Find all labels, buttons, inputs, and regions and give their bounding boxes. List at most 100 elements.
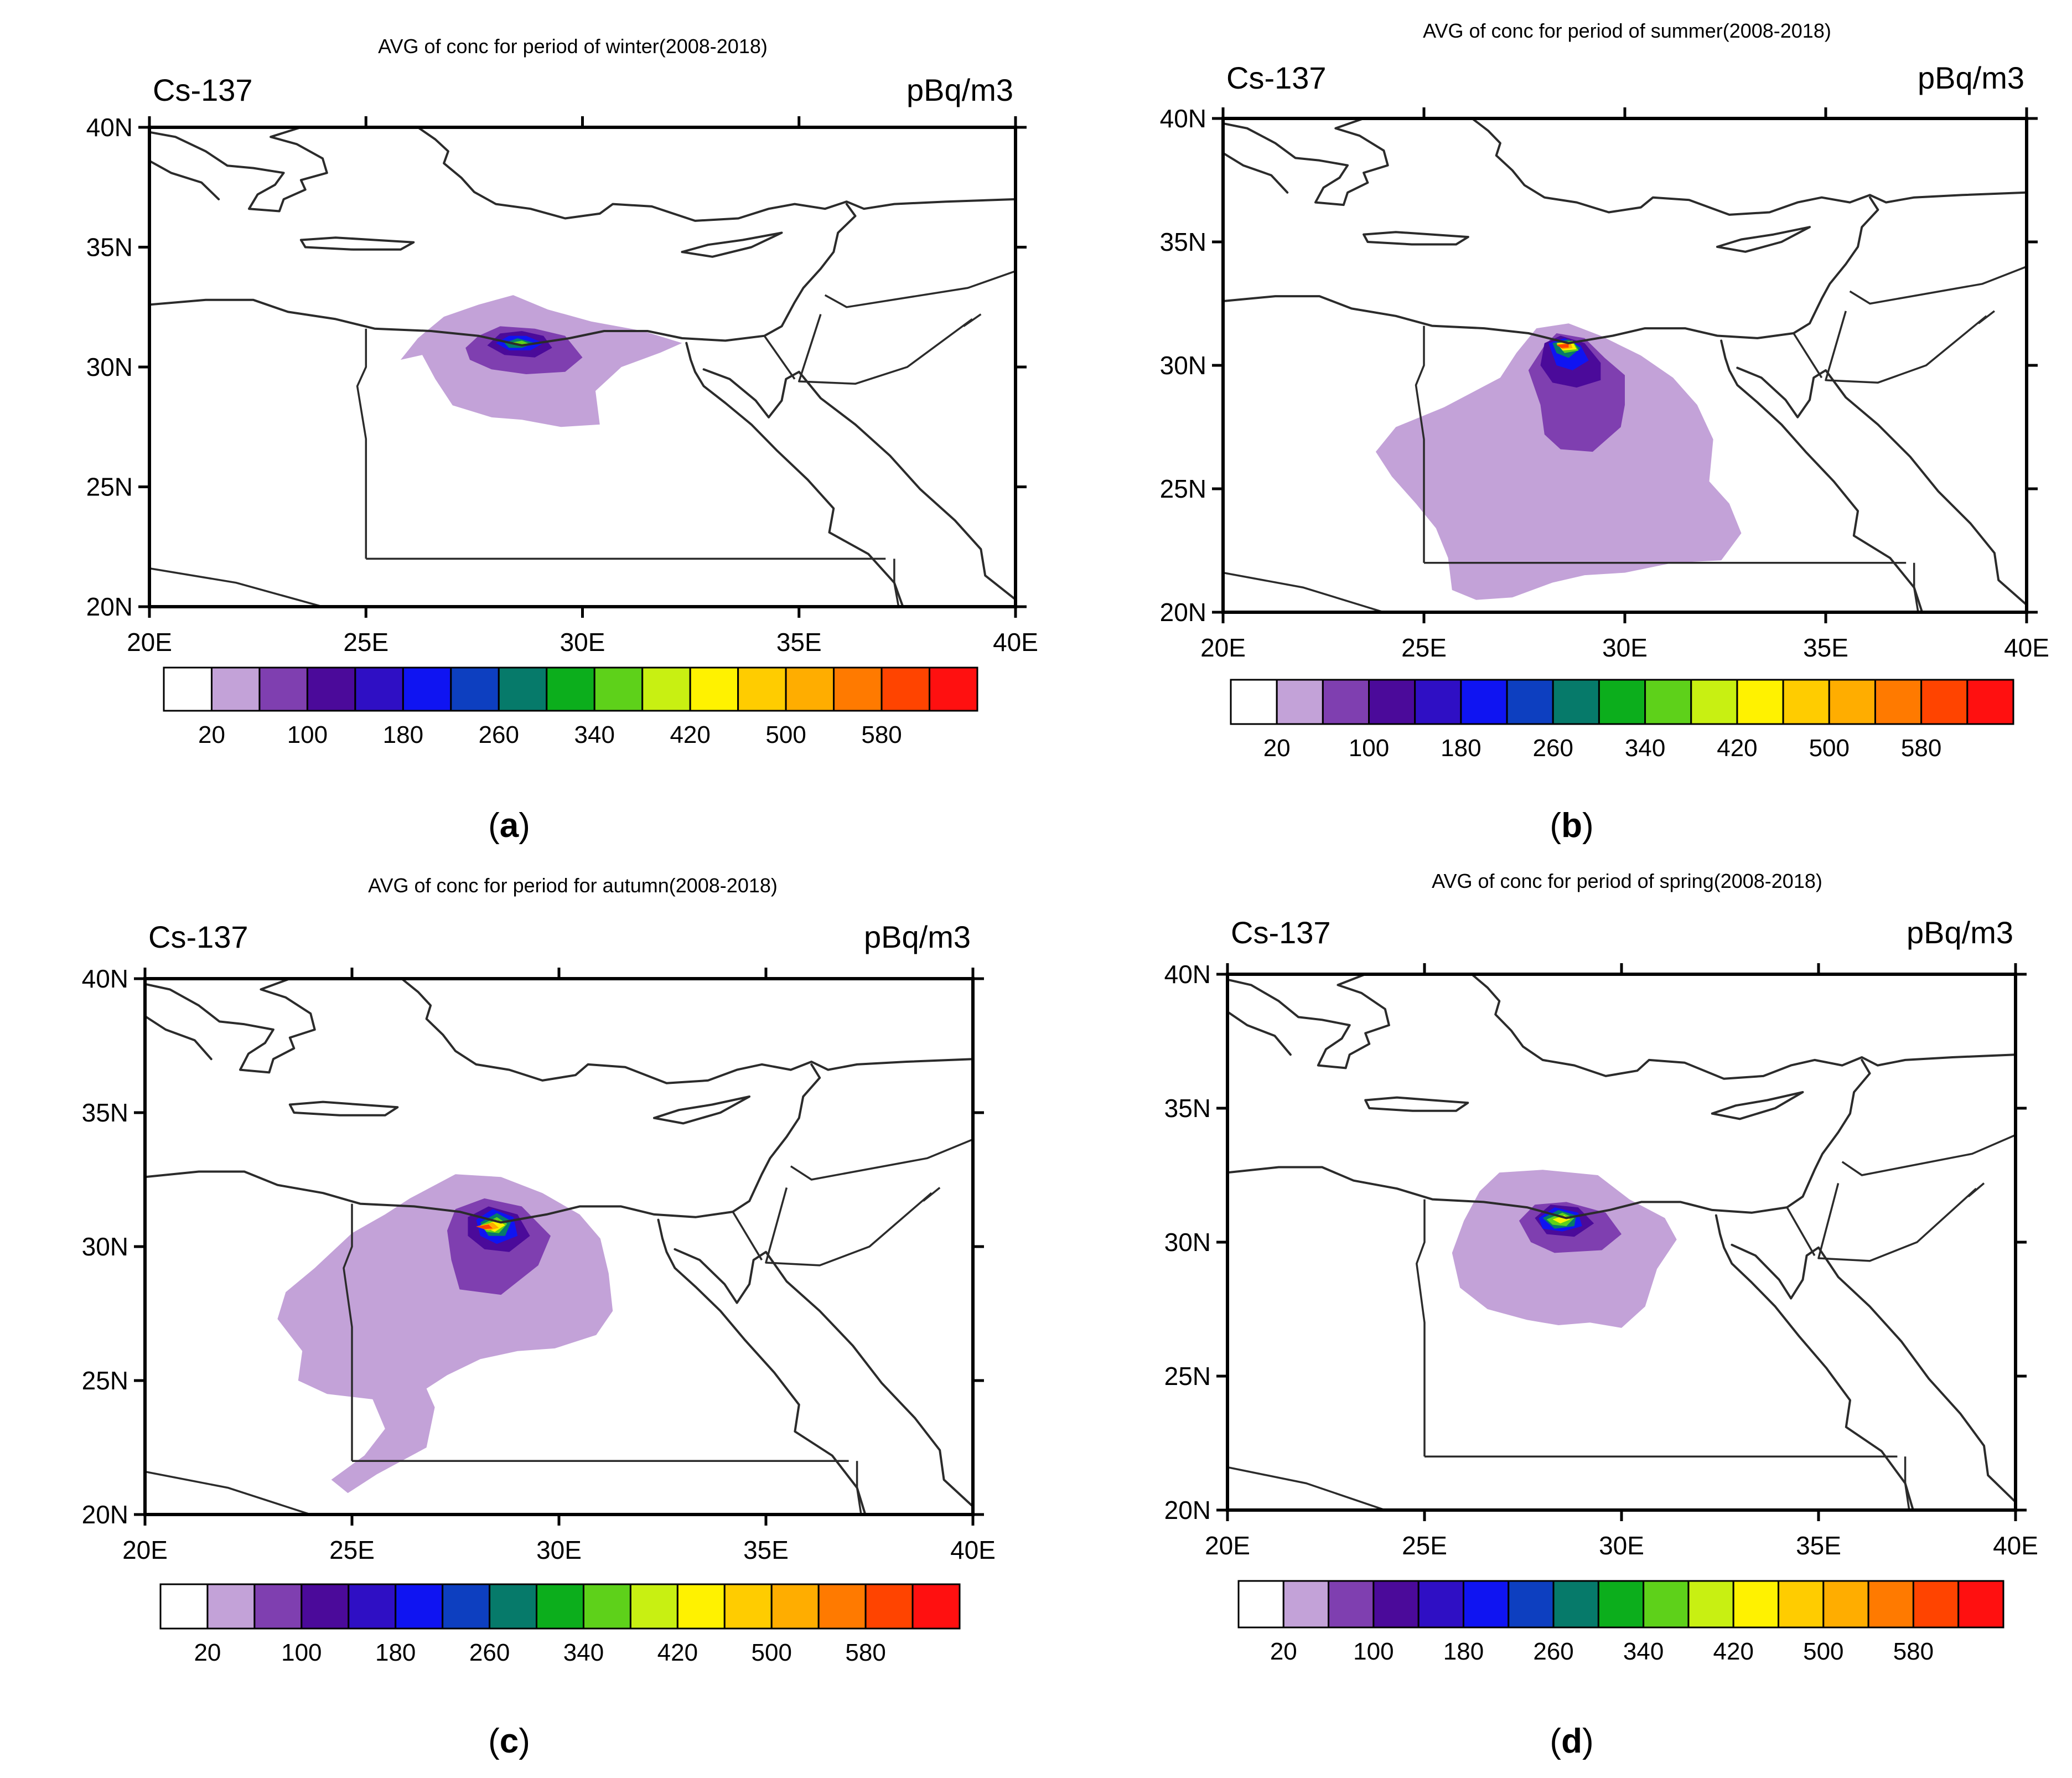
colorbar-swatch	[929, 666, 978, 712]
coastline	[1223, 118, 1389, 206]
lat-tick-label: 20N	[1164, 1496, 1211, 1524]
coastline	[685, 342, 904, 607]
country-border	[1904, 1456, 1910, 1510]
units-label: pBq/m3	[1907, 915, 2013, 950]
lat-tick-label: 25N	[1164, 1362, 1211, 1391]
coastline	[702, 368, 1016, 601]
coastline	[1363, 231, 1469, 246]
country-border	[1967, 1182, 1985, 1198]
colorbar-swatch	[258, 666, 308, 712]
lat-tick-label: 40N	[82, 964, 128, 993]
colorbar-swatch	[1957, 1580, 2004, 1629]
colorbar-swatch	[1644, 679, 1692, 725]
country-border	[1227, 1466, 1386, 1510]
colorbar-swatch	[1736, 679, 1784, 725]
colorbar-swatch	[498, 666, 548, 712]
country-border	[149, 567, 323, 607]
units-label: pBq/m3	[1918, 60, 2024, 95]
coastline	[674, 1248, 973, 1508]
country-border	[1913, 562, 1919, 612]
colorbar: 20 100 180 260 340 420 500 580	[163, 666, 978, 748]
lon-tick-label: 25E	[1401, 633, 1447, 662]
colorbar-swatch	[1230, 679, 1278, 725]
species-label: Cs-137	[153, 73, 253, 107]
caption-open: (	[488, 807, 500, 845]
lat-tick-label: 35N	[82, 1098, 128, 1127]
colorbar-label: 260	[1533, 735, 1573, 762]
colorbar-label: 340	[574, 721, 615, 748]
colorbar-swatch	[450, 666, 500, 712]
units-label: pBq/m3	[906, 73, 1013, 107]
colorbar-swatch	[817, 1583, 867, 1630]
coastline	[1736, 366, 2027, 606]
lat-tick-label: 25N	[82, 1366, 128, 1395]
units-label: pBq/m3	[864, 919, 971, 954]
caption-close: )	[1582, 807, 1594, 845]
colorbar-swatch	[1778, 1580, 1825, 1629]
colorbar-label: 100	[281, 1639, 322, 1666]
lat-tick-label: 40N	[1164, 960, 1211, 989]
coastline	[1227, 1058, 1871, 1219]
panel-caption: (d)	[1550, 1722, 1593, 1760]
colorbar-swatch	[1414, 679, 1462, 725]
lon-tick-label: 40E	[993, 628, 1038, 657]
coastline	[1227, 974, 1390, 1069]
colorbar-label: 500	[1809, 735, 1850, 762]
colorbar-label: 20	[1270, 1638, 1297, 1665]
coastline	[288, 1100, 399, 1117]
colorbar-swatch	[163, 666, 213, 712]
lon-tick-label: 25E	[1402, 1531, 1447, 1560]
coastline	[657, 1218, 867, 1515]
colorbar-label: 340	[1623, 1638, 1664, 1665]
lat-tick-label: 30N	[1160, 351, 1206, 380]
colorbar-label: 340	[563, 1639, 604, 1666]
colorbar-swatch	[1687, 1580, 1734, 1629]
lon-tick-label: 20E	[127, 628, 172, 657]
lon-tick-label: 30E	[536, 1536, 582, 1564]
country-border	[732, 1211, 763, 1261]
colorbar-label: 500	[1803, 1638, 1843, 1665]
country-border	[1415, 325, 1425, 563]
colorbar-swatch	[1322, 679, 1370, 725]
colorbar-swatch	[1643, 1580, 1690, 1629]
panel-caption: (c)	[488, 1722, 530, 1760]
colorbar-swatch	[1552, 1580, 1599, 1629]
panel-d: AVG of conc for period of spring(2008-20…	[1164, 870, 2038, 1760]
colorbar-swatch	[1506, 679, 1554, 725]
map-area	[1223, 118, 2027, 612]
coastline	[1711, 1091, 1804, 1120]
caption-close: )	[1582, 1722, 1594, 1760]
contour-580	[1556, 343, 1569, 348]
colorbar-swatch	[1276, 679, 1324, 725]
colorbar-label: 100	[287, 721, 328, 748]
lat-tick-label: 35N	[1164, 1094, 1211, 1123]
colorbar-swatch	[864, 1583, 914, 1630]
caption-letter: d	[1561, 1722, 1582, 1760]
coastline	[149, 159, 220, 200]
lat-tick-label: 30N	[86, 353, 133, 381]
country-border	[923, 1187, 941, 1202]
caption-open: (	[488, 1722, 500, 1760]
coastline	[400, 979, 973, 1084]
colorbar-swatch	[1912, 1580, 1960, 1629]
colorbar-swatch	[1598, 679, 1646, 725]
contour-20	[1375, 323, 1742, 600]
coastline	[299, 236, 415, 251]
colorbar-swatch	[1732, 1580, 1780, 1629]
colorbar-label: 20	[194, 1639, 221, 1666]
panel-a: AVG of conc for period of winter(2008-20…	[86, 35, 1038, 845]
colorbar-swatch	[1372, 1580, 1420, 1629]
country-border	[765, 1187, 933, 1267]
lon-tick-label: 20E	[122, 1536, 168, 1564]
colorbar-label: 500	[752, 1639, 792, 1666]
colorbar-swatch	[1368, 679, 1416, 725]
colorbar-swatch	[442, 1583, 491, 1630]
colorbar-swatch	[641, 666, 691, 712]
colorbar-label: 260	[1533, 1638, 1573, 1665]
colorbar-label: 420	[670, 721, 710, 748]
colorbar-swatch	[833, 666, 883, 712]
coastline	[1223, 152, 1289, 194]
panel-caption: (a)	[488, 807, 530, 845]
colorbar-swatch	[1282, 1580, 1330, 1629]
coastline	[681, 231, 783, 258]
